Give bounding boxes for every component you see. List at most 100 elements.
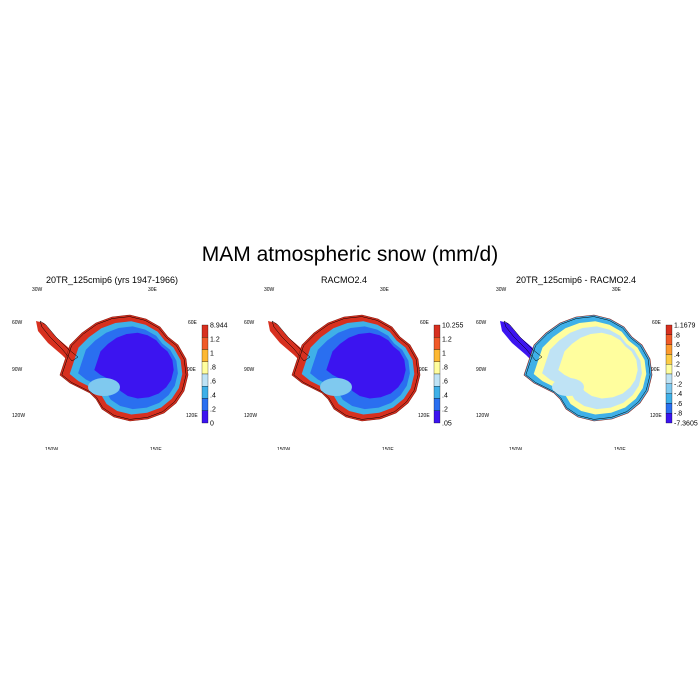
colorbar-label: 1.2	[210, 337, 220, 344]
longitude-label: 30E	[148, 287, 158, 293]
colorbar-swatch	[433, 398, 441, 411]
map-panel-model: 20TR_125cmip6 (yrs 1947-1966) 30W 30E 60W 6…	[12, 275, 245, 450]
colorbar-swatch	[201, 386, 209, 399]
longitude-label: 30W	[496, 287, 507, 293]
coastline	[293, 316, 419, 420]
antarctic-map: 30W30E60W60E90W90E120W120E150W150E18010.…	[244, 287, 464, 450]
longitude-label: 120E	[418, 413, 430, 419]
colorbar-label: 10.255	[442, 323, 464, 330]
colorbar-swatch	[665, 344, 673, 355]
colorbar-label: 0	[210, 421, 214, 428]
colorbar-label: -.4	[674, 391, 682, 398]
longitude-label: 120W	[244, 413, 257, 419]
longitude-label: 90E	[187, 367, 197, 373]
longitude-label: 120E	[650, 413, 662, 419]
colorbar-swatch	[201, 373, 209, 387]
colorbar-label: -.2	[674, 381, 682, 388]
colorbar-swatch	[665, 403, 673, 414]
colorbar-label: .6	[442, 379, 448, 386]
longitude-label: 150W	[45, 447, 58, 450]
panel-title: 20TR_125cmip6 (yrs 1947-1966)	[45, 275, 179, 285]
longitude-label: 150W	[509, 447, 522, 450]
longitude-label: 90W	[476, 367, 487, 373]
colorbar-swatch	[201, 398, 209, 411]
map-panel-racmo: RACMO2.4 30W 30E 60W 60E 90W 90E 120W 120E 150W 1…	[244, 275, 477, 450]
colorbar-label: .2	[210, 407, 216, 414]
longitude-label: 60W	[12, 320, 23, 326]
longitude-label: 150E	[150, 447, 162, 450]
colorbar-label: .2	[442, 407, 448, 414]
longitude-label: 150W	[277, 447, 290, 450]
colorbar-label: .8	[442, 365, 448, 372]
panel-title: 20TR_125cmip6 - RACMO2.4	[515, 275, 637, 285]
colorbar-swatch	[665, 383, 673, 394]
longitude-label: 60E	[652, 320, 662, 326]
peninsula-outline	[503, 320, 543, 362]
colorbar-swatch	[665, 413, 673, 424]
colorbar-swatch	[665, 393, 673, 404]
longitude-label: 60E	[188, 320, 198, 326]
colorbar-label: .4	[442, 393, 448, 400]
colorbar-swatch	[201, 324, 209, 338]
longitude-label: 60W	[476, 320, 487, 326]
longitude-label: 120W	[476, 413, 489, 419]
longitude-label: 120E	[186, 413, 198, 419]
colorbar-swatch	[433, 410, 441, 424]
peninsula-outline	[271, 320, 311, 362]
colorbar-swatch	[201, 337, 209, 350]
longitude-label: 90W	[244, 367, 255, 373]
colorbar-swatch	[201, 361, 209, 375]
colorbar-label: .6	[210, 379, 216, 386]
colorbar-swatch	[665, 354, 673, 365]
longitude-label: 90W	[12, 367, 23, 373]
colorbar-label: .6	[674, 342, 680, 349]
panel-title: RACMO2.4	[320, 275, 367, 285]
longitude-label: 60W	[244, 320, 255, 326]
colorbar-swatch	[665, 334, 673, 345]
colorbar-swatch	[433, 361, 441, 375]
colorbar-swatch	[433, 386, 441, 399]
longitude-label: 30E	[380, 287, 390, 293]
longitude-label: 90E	[419, 367, 429, 373]
colorbar-swatch	[665, 364, 673, 375]
main-title: MAM atmospheric snow (mm/d)	[201, 243, 499, 266]
ice-shelf-field	[320, 378, 352, 396]
ice-shelf-field	[88, 378, 120, 396]
colorbar-label: 1.2	[442, 337, 452, 344]
colorbar-swatch	[433, 349, 441, 362]
colorbar-label: .8	[674, 332, 680, 339]
colorbar-swatch	[665, 373, 673, 384]
colorbar-label: .4	[674, 352, 680, 359]
colorbar-label: -.6	[674, 401, 682, 408]
longitude-label: 30W	[264, 287, 275, 293]
colorbar-label: .0	[674, 372, 680, 379]
longitude-label: 30E	[612, 287, 622, 293]
colorbar-swatch	[201, 410, 209, 424]
antarctic-map: 30W30E60W60E90W90E120W120E150W150E1801.1…	[476, 287, 698, 450]
longitude-label: 150E	[614, 447, 626, 450]
colorbar-label: .05	[442, 421, 452, 428]
antarctic-map: 30W30E60W60E90W90E120W120E150W150E1808.9…	[12, 287, 228, 450]
longitude-label: 90E	[651, 367, 661, 373]
longitude-label: 120W	[12, 413, 25, 419]
coastline	[525, 316, 651, 420]
colorbar-label: .8	[210, 365, 216, 372]
map-panel-difference: 20TR_125cmip6 - RACMO2.4 30W 30E 60W 60E 90W…	[476, 275, 700, 450]
colorbar-label: 1	[442, 351, 446, 358]
colorbar-swatch	[433, 324, 441, 338]
colorbar-label: 8.944	[210, 323, 228, 330]
longitude-label: 30W	[32, 287, 43, 293]
colorbar-swatch	[433, 337, 441, 350]
longitude-label: 60E	[420, 320, 430, 326]
ice-shelf-field	[552, 378, 584, 396]
colorbar-swatch	[433, 373, 441, 387]
coastline	[61, 316, 187, 420]
peninsula-outline	[39, 320, 79, 362]
colorbar-swatch	[665, 324, 673, 335]
colorbar-label: 1.1679	[674, 323, 696, 330]
colorbar-label: -.8	[674, 411, 682, 418]
colorbar-label: .2	[674, 362, 680, 369]
colorbar-label: -7.3605	[674, 421, 698, 428]
colorbar-label: .4	[210, 393, 216, 400]
colorbar-swatch	[201, 349, 209, 362]
